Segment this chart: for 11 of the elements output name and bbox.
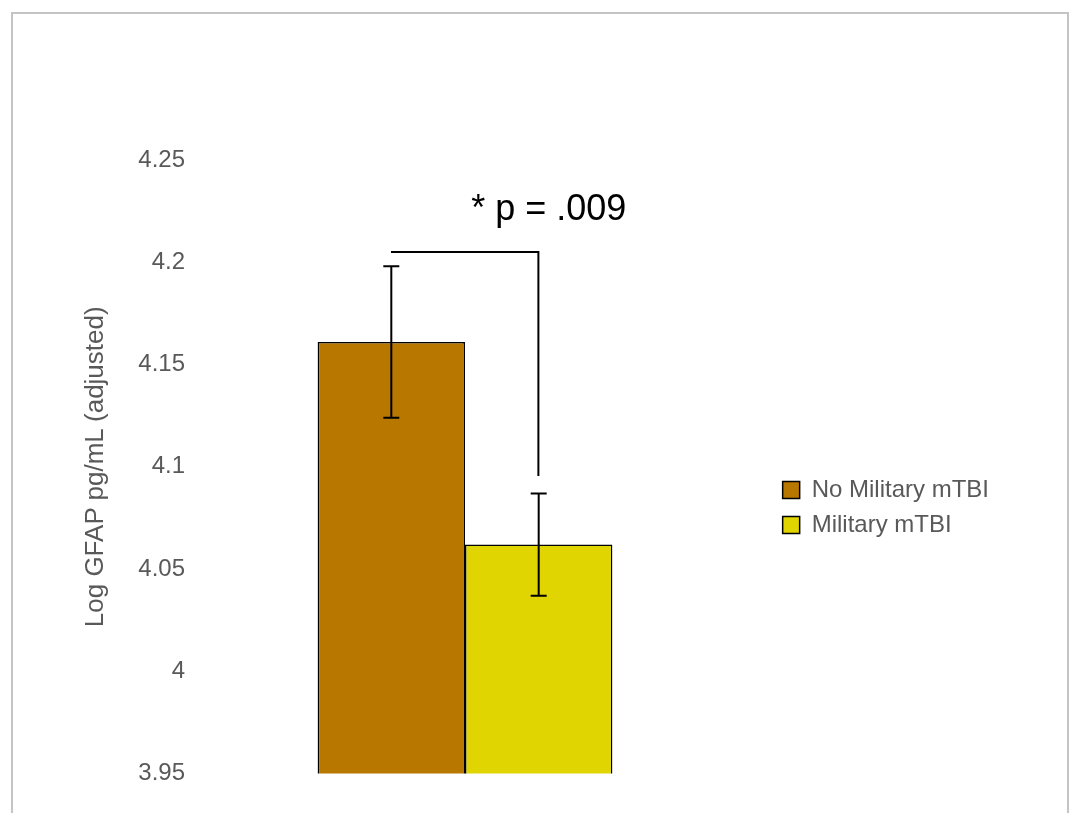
y-tick-label: 4.05 [138, 553, 185, 581]
legend-label: No Military mTBI [811, 474, 989, 502]
y-tick-label: 4 [171, 655, 185, 683]
legend-label: Military mTBI [811, 509, 952, 537]
y-tick-label: 4.1 [151, 451, 185, 479]
y-tick-label: 4.15 [138, 349, 185, 377]
y-tick-label: 4.25 [138, 144, 185, 172]
y-tick-label: 4.2 [151, 246, 185, 274]
y-axis-title: Log GFAP pg/mL (adjusted) [78, 306, 109, 628]
annotation: * p = .009 [471, 187, 627, 229]
y-tick-label: 3.95 [138, 758, 185, 786]
